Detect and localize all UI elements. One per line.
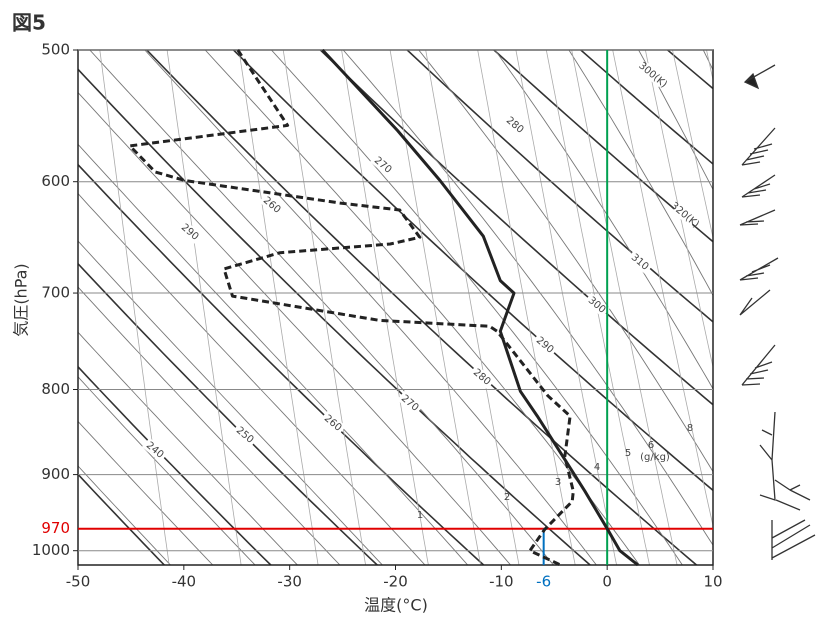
mixing-ratio-label: 4 <box>594 462 600 473</box>
dry-adiabat <box>33 21 606 580</box>
mixing-ratio-line <box>566 21 680 580</box>
mixing-ratio-line <box>700 21 827 580</box>
dry-adiabat <box>0 21 499 580</box>
y-tick-label: 800 <box>41 380 70 398</box>
wind-barb <box>740 290 770 315</box>
moist-adiabat <box>666 0 839 579</box>
isoline-label: 320(K) <box>668 200 701 230</box>
moist-adiabat <box>438 0 818 579</box>
x-tick-label: -50 <box>66 573 91 591</box>
wind-barb <box>740 258 778 280</box>
x-tick-label: 0 <box>602 573 612 591</box>
mixing-ratio-label: (g/kg) <box>640 452 670 463</box>
x-tick-label: -10 <box>489 573 514 591</box>
mixing-ratio-label: 8 <box>687 423 693 434</box>
wind-barb <box>742 345 775 385</box>
mixing-ratio-line <box>472 21 578 580</box>
mixing-ratio-label: 1 <box>417 510 423 521</box>
wind-barb <box>742 128 775 165</box>
moist-adiabat <box>0 0 226 579</box>
y-tick-label: 500 <box>41 41 70 59</box>
mixing-ratio-line <box>337 21 431 580</box>
marker-label: -6 <box>536 573 551 591</box>
chart-title: 図5 <box>12 11 46 35</box>
x-tick-label: -40 <box>172 573 197 591</box>
y-tick-label: 700 <box>41 284 70 302</box>
dry-adiabat <box>805 21 839 580</box>
x-tick-label: -20 <box>383 573 408 591</box>
y-tick-label: 600 <box>41 172 70 190</box>
mixing-ratio-label: 6 <box>648 440 654 451</box>
mixing-ratio-line <box>639 21 760 580</box>
mixing-ratio-line <box>607 21 725 580</box>
x-tick-label: 10 <box>703 573 722 591</box>
y-tick-label: 900 <box>41 465 70 483</box>
mixing-ratio-label: 2 <box>504 492 510 503</box>
moist-adiabat <box>789 0 839 579</box>
dry-adiabat <box>462 21 839 580</box>
mixing-ratio-line <box>666 21 790 580</box>
moist-adiabat <box>730 0 839 579</box>
moist-adiabat <box>75 0 607 579</box>
y-tick-label: 1000 <box>32 541 70 559</box>
wind-barb <box>760 412 810 510</box>
mixing-ratio-label: 3 <box>555 477 561 488</box>
mixing-ratio-line <box>96 21 171 580</box>
dry-adiabat <box>719 21 839 580</box>
wind-barb <box>772 520 815 560</box>
marker-label: 970 <box>41 519 70 537</box>
mixing-ratio-line <box>279 21 368 580</box>
mixing-ratio-line <box>235 21 321 580</box>
wind-barb <box>740 210 775 225</box>
wind-barb <box>745 65 775 88</box>
wind-barbs <box>740 65 815 560</box>
x-axis-label: 温度(°C) <box>364 596 428 615</box>
temperature-line <box>323 50 638 565</box>
wind-barb <box>742 175 775 197</box>
moist-adiabat <box>0 0 480 579</box>
x-tick-label: -30 <box>277 573 302 591</box>
y-axis-label: 気圧(hPa) <box>12 263 31 336</box>
dewpoint-line <box>130 50 573 565</box>
mixing-ratio-label: 5 <box>625 448 631 459</box>
